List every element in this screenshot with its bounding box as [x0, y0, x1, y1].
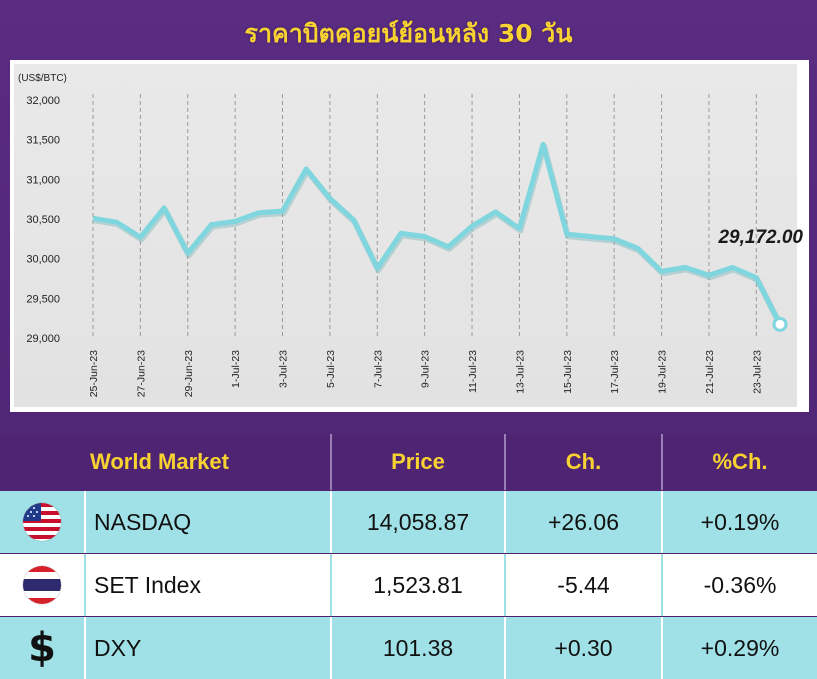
y-tick-label: 31,000: [26, 174, 60, 186]
dollar-icon: $: [28, 625, 56, 671]
x-tick-label: 19-Jul-23: [657, 350, 669, 394]
last-value-label: 29,172.00: [717, 227, 803, 248]
x-tick-label: 21-Jul-23: [704, 350, 716, 394]
table-row: $ DXY 101.38 +0.30 +0.29%: [0, 617, 817, 679]
table-row: SET Index 1,523.81 -5.44 -0.36%: [0, 554, 817, 616]
bitcoin-price-chart: (US$/BTC) 29,000 29,500 30,000 30,500 31,000…: [14, 64, 803, 407]
row-icon-cell: $: [0, 617, 86, 679]
x-tick-label: 9-Jul-23: [420, 350, 432, 388]
market-pct-change: +0.29%: [700, 634, 780, 661]
market-name: DXY: [86, 617, 332, 679]
thai-flag-icon: [23, 566, 61, 604]
world-market-table: World Market Price Ch. %Ch.: [0, 434, 817, 679]
market-change: -5.44: [506, 554, 663, 616]
y-tick-label: 32,000: [26, 95, 60, 107]
x-tick-label: 11-Jul-23: [467, 350, 479, 393]
market-pct-change: +0.19%: [700, 508, 780, 535]
table-header-row: World Market Price Ch. %Ch.: [0, 434, 817, 490]
market-price: 14,058.87: [332, 491, 506, 553]
y-tick-label: 31,500: [26, 135, 60, 147]
market-name: NASDAQ: [86, 491, 332, 553]
series-line: [92, 141, 783, 326]
x-tick-label: 25-Jun-23: [88, 350, 100, 397]
chart-title: ราคาบิตคอยน์ย้อนหลัง 30 วัน: [244, 19, 573, 48]
x-tick-label: 5-Jul-23: [325, 350, 337, 388]
market-price: 101.38: [332, 617, 506, 679]
market-name: SET Index: [86, 554, 332, 616]
table-row: NASDAQ 14,058.87 +26.06 +0.19%: [0, 491, 817, 553]
x-tick-label: 15-Jul-23: [562, 350, 574, 394]
row-icon-cell: [0, 554, 86, 616]
x-tick-label: 23-Jul-23: [751, 350, 763, 394]
header-pct-change: %Ch.: [663, 434, 817, 490]
chart-panel: (US$/BTC) 29,000 29,500 30,000 30,500 31,000…: [10, 60, 809, 412]
market-change: +0.30: [506, 617, 663, 679]
x-tick-label: 13-Jul-23: [514, 350, 526, 394]
y-axis-unit-label: (US$/BTC): [18, 73, 67, 84]
x-tick-label: 3-Jul-23: [278, 350, 290, 388]
x-tick-label: 27-Jun-23: [135, 350, 147, 397]
x-tick-label: 7-Jul-23: [372, 350, 384, 388]
header-world-market: World Market: [0, 434, 332, 490]
x-tick-label: 29-Jun-23: [183, 350, 195, 397]
us-flag-icon: [23, 503, 61, 541]
header-price: Price: [332, 434, 506, 490]
market-price: 1,523.81: [332, 554, 506, 616]
last-point-marker: [772, 316, 788, 332]
row-icon-cell: [0, 491, 86, 553]
x-tick-label: 17-Jul-23: [609, 350, 621, 394]
y-tick-label: 30,000: [26, 254, 60, 266]
header-change: Ch.: [506, 434, 663, 490]
x-tick-label: 1-Jul-23: [230, 350, 242, 388]
y-tick-label: 29,500: [26, 293, 60, 305]
market-pct-change: -0.36%: [703, 571, 777, 598]
y-tick-label: 29,000: [26, 333, 60, 345]
y-tick-label: 30,500: [26, 214, 60, 226]
market-change: +26.06: [506, 491, 663, 553]
